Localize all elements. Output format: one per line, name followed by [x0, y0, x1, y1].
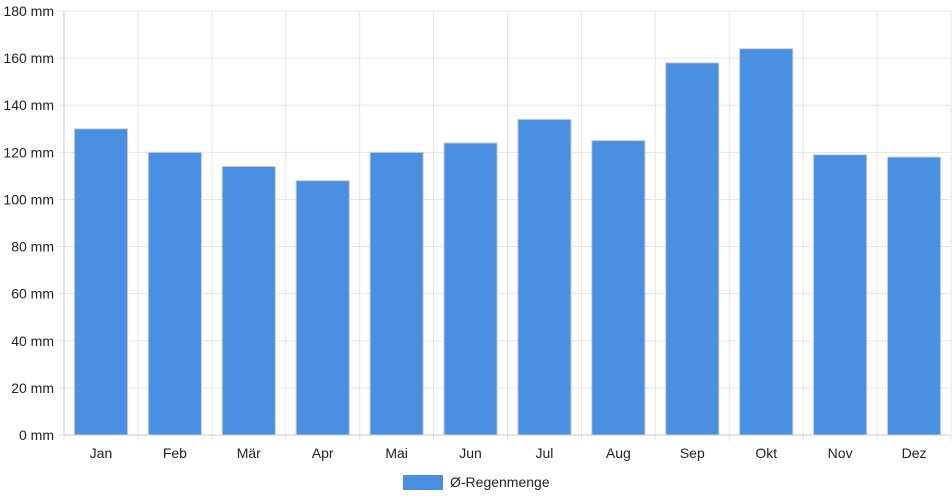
legend-swatch[interactable] — [403, 475, 443, 490]
y-tick-label: 160 mm — [3, 50, 54, 66]
x-tick-label: Sep — [680, 445, 705, 461]
y-axis-ticks: 0 mm 20 mm 40 mm 60 mm 80 mm 100 mm 120 mm 140 … — [3, 3, 54, 443]
bar-okt[interactable] — [739, 48, 794, 436]
x-tick-label: Okt — [755, 445, 777, 461]
y-tick-label: 100 mm — [3, 191, 54, 207]
bars — [73, 48, 942, 436]
y-tick-label: 180 mm — [3, 3, 54, 19]
bar-apr[interactable] — [295, 180, 350, 436]
legend-label[interactable]: Ø-Regenmenge — [450, 474, 550, 490]
x-tick-label: Feb — [163, 445, 187, 461]
bar-nov[interactable] — [813, 154, 868, 436]
x-tick-label: Aug — [606, 445, 631, 461]
bar-mär[interactable] — [221, 165, 276, 436]
x-tick-label: Jul — [536, 445, 554, 461]
bar-jan[interactable] — [73, 128, 129, 436]
x-tick-label: Jan — [90, 445, 113, 461]
axes — [63, 11, 951, 436]
bar-jul[interactable] — [517, 118, 572, 436]
y-tick-label: 0 mm — [19, 427, 54, 443]
legend[interactable]: Ø-Regenmenge — [403, 474, 550, 490]
bar-jun[interactable] — [443, 142, 498, 436]
y-tick-label: 80 mm — [11, 239, 54, 255]
bar-aug[interactable] — [591, 140, 646, 436]
x-tick-label: Nov — [828, 445, 853, 461]
x-tick-label: Mär — [237, 445, 261, 461]
y-tick-label: 140 mm — [3, 97, 54, 113]
x-tick-label: Jun — [459, 445, 482, 461]
x-tick-label: Apr — [312, 445, 334, 461]
y-tick-label: 20 mm — [11, 380, 54, 396]
y-tick-label: 60 mm — [11, 286, 54, 302]
bar-mai[interactable] — [369, 151, 424, 436]
bar-feb[interactable] — [147, 151, 202, 436]
bar-sep[interactable] — [665, 62, 720, 436]
x-tick-label: Mai — [385, 445, 408, 461]
x-tick-label: Dez — [902, 445, 927, 461]
y-tick-label: 120 mm — [3, 144, 54, 160]
grid — [58, 10, 952, 441]
bar-dez[interactable] — [886, 156, 942, 436]
x-axis-ticks: Jan Feb Mär Apr Mai Jun Jul Aug Sep Okt Nov Dez — [90, 445, 927, 461]
y-tick-label: 40 mm — [11, 333, 54, 349]
